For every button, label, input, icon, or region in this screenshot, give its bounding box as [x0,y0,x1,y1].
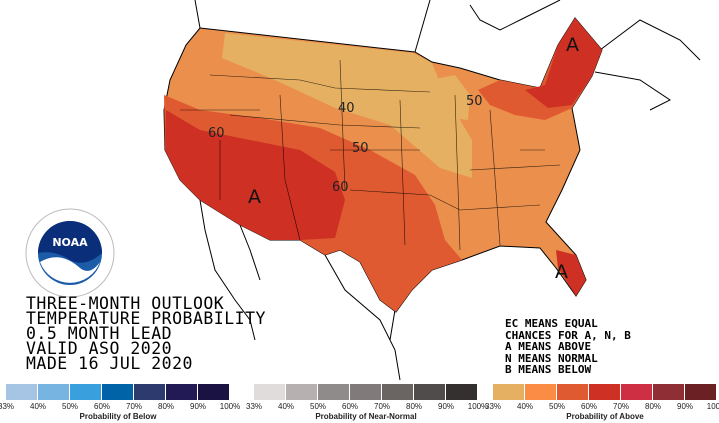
legend-tick: 50% [309,402,327,411]
legend-swatch [286,384,318,400]
legend-tick: 60% [580,402,598,411]
legend-tick: 80% [644,402,662,411]
state-borders [180,59,561,251]
above-label-southwest: A [248,186,261,208]
legend-swatch [254,384,286,400]
key-line: N MEANS NORMAL [505,351,598,365]
contour-label-40: 40 [338,101,355,116]
legend-tick: 50% [61,402,79,411]
legend-swatch [318,384,350,400]
region-above-60-70-southwest [165,110,345,240]
legend-tick: 40% [516,402,534,411]
legend-tick: 90% [189,402,207,411]
legend-above: 33% 40% 50% 60% 70% 80% 90% 100% Probability of … [485,384,719,422]
legend-tick: 80% [157,402,175,411]
legend-swatch [382,384,414,400]
contour-label-50-east: 50 [466,94,483,109]
legend-tick: 40% [29,402,47,411]
legend-below: 33% 40% 50% 60% 70% 80% 90% 100% Probability of … [0,384,240,422]
legend-swatch [446,384,478,400]
title-line: THREE-MONTH OUTLOOK [26,294,225,313]
outlook-title-block: THREE-MONTH OUTLOOK TEMPERATURE PROBABIL… [26,294,266,373]
region-above-33-40-michigan [430,75,470,120]
legend-swatch [102,384,134,400]
legend-swatch [350,384,382,400]
legend-swatch [493,384,525,400]
legend-title: Probability of Near-Normal [315,412,417,421]
legend-swatch [414,384,446,400]
legend-title: Probability of Above [566,412,644,421]
legend-swatch [70,384,102,400]
legend-tick: 60% [341,402,359,411]
legend-title: Probability of Below [79,412,157,421]
legend-tick: 100% [467,402,489,411]
above-label-northeast: A [566,34,579,56]
noaa-logo: NOAA [25,208,115,298]
legend-tick: 33% [0,402,15,411]
legend-tick: 70% [612,402,630,411]
key-line: B MEANS BELOW [505,363,592,376]
legend-swatch [621,384,653,400]
region-above-60-70-florida [556,250,586,296]
legend-tick: 90% [676,402,694,411]
legend-tick: 40% [277,402,295,411]
key-line: A MEANS ABOVE [505,340,592,353]
legend-swatch [38,384,70,400]
legend-tick: 100% [219,402,241,411]
made-line: MADE 16 JUL 2020 [26,354,193,373]
legend-tick: 100% [706,402,719,411]
contour-label-50: 50 [352,141,369,156]
legend-swatch [198,384,230,400]
legend-tick: 90% [437,402,455,411]
region-above-33-40 [222,33,472,178]
category-key: EC MEANS EQUAL CHANCES FOR A, N, B A MEA… [505,318,631,376]
legend-tick: 70% [373,402,391,411]
legend-swatch [685,384,717,400]
contour-label-60-plains: 60 [332,180,349,195]
legend-tick: 50% [548,402,566,411]
legend-swatch [525,384,557,400]
legend-tick: 60% [93,402,111,411]
legend-tick: 33% [245,402,263,411]
legend-swatch [134,384,166,400]
country-borders [194,0,701,381]
valid-line: VALID ASO 2020 [26,339,173,358]
contour-label-60-west: 60 [208,126,225,141]
legend-near-normal: 33% 40% 50% 60% 70% 80% 90% 100% Probability of … [246,384,488,422]
legend-tick: 80% [405,402,423,411]
region-above-60-70-northeast [525,18,602,108]
legend-swatch [589,384,621,400]
legend-swatch [6,384,38,400]
noaa-logo-text: NOAA [52,236,88,249]
legend-swatch [653,384,685,400]
key-line: EC MEANS EQUAL [505,317,598,330]
key-line: CHANCES FOR A, N, B [505,328,631,342]
lead-line: 0.5 MONTH LEAD [26,324,173,343]
above-label-florida: A [555,261,568,283]
legend-tick: 70% [125,402,143,411]
title-line: TEMPERATURE PROBABILITY [26,309,266,328]
legend-tick: 33% [484,402,502,411]
legend-swatch [166,384,198,400]
legend-swatch [557,384,589,400]
